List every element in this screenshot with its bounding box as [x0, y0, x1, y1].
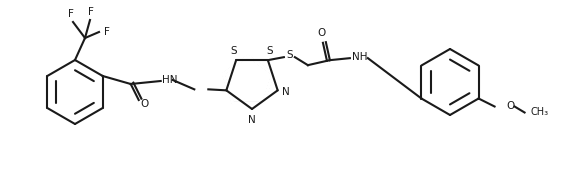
Text: CH₃: CH₃ — [530, 106, 548, 116]
Text: S: S — [286, 50, 293, 60]
Text: NH: NH — [352, 52, 367, 62]
Text: S: S — [267, 46, 273, 56]
Text: O: O — [141, 99, 149, 109]
Text: HN: HN — [162, 75, 177, 85]
Text: F: F — [88, 7, 94, 17]
Text: S: S — [231, 46, 238, 56]
Text: O: O — [318, 28, 326, 38]
Text: F: F — [68, 9, 74, 19]
Text: N: N — [282, 87, 289, 97]
Text: O: O — [507, 100, 514, 110]
Text: F: F — [104, 27, 110, 37]
Text: N: N — [248, 115, 256, 125]
